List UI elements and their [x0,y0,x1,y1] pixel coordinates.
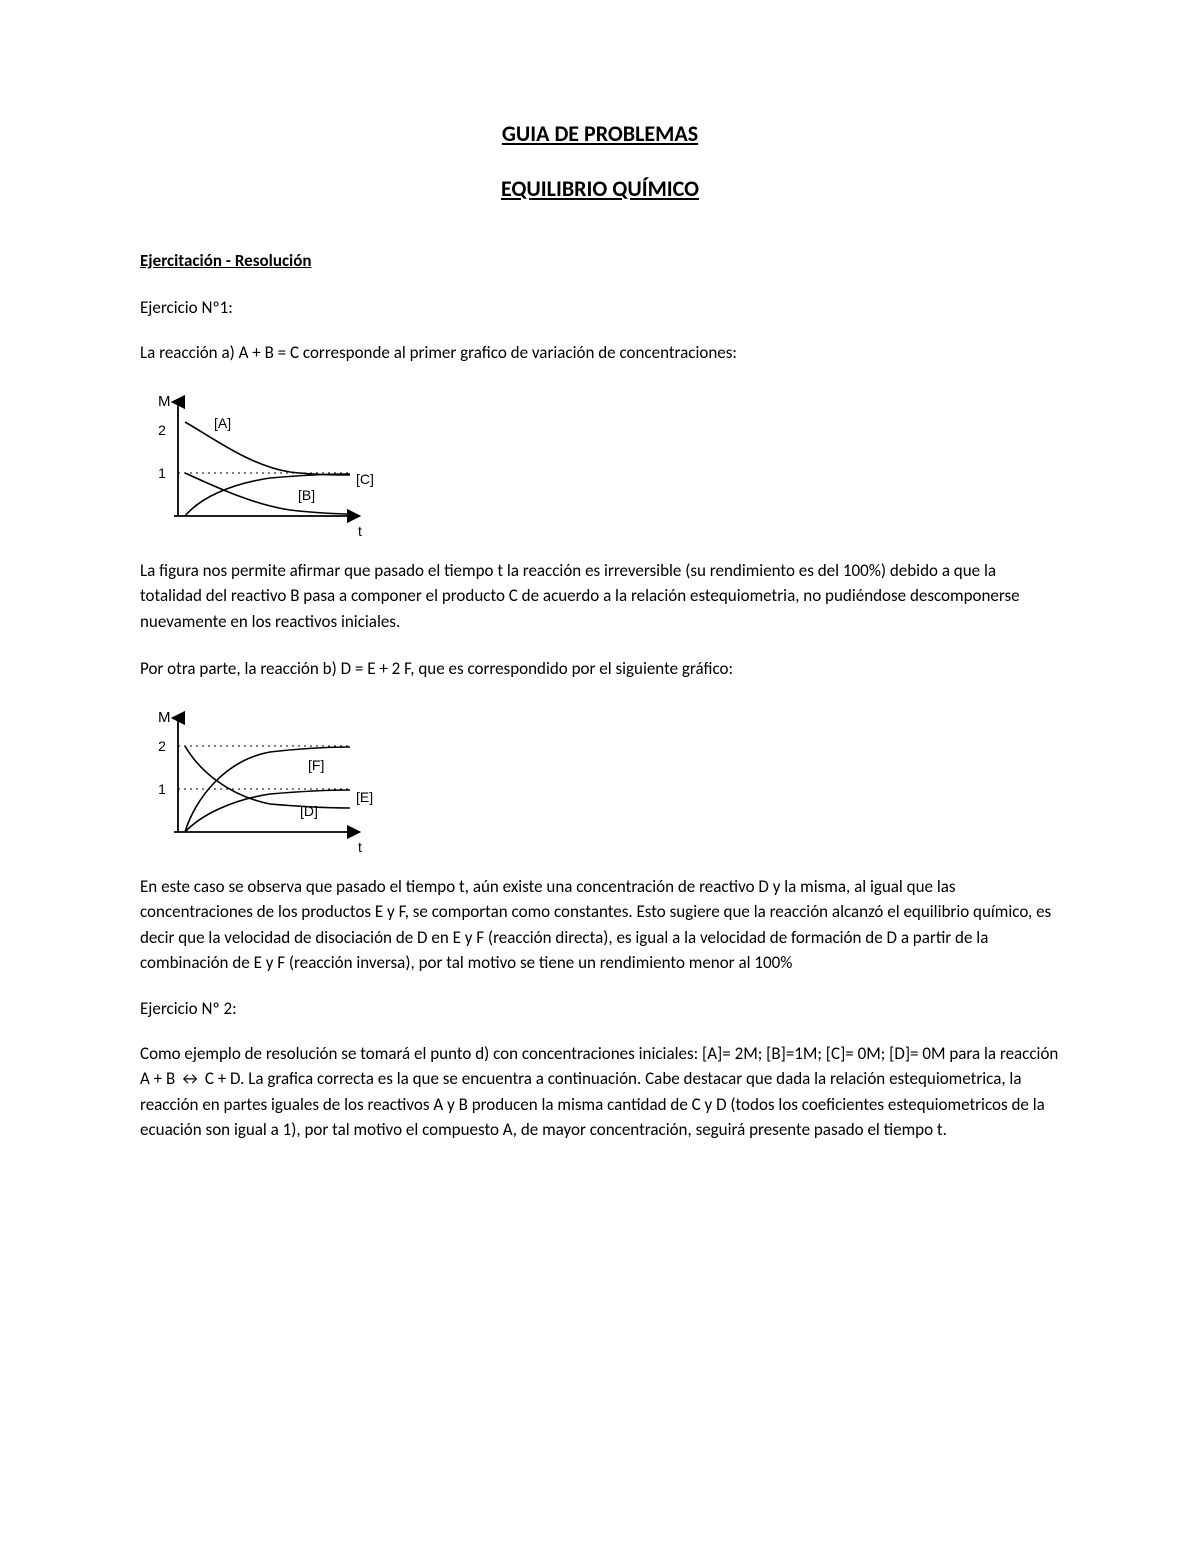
document-page: GUIA DE PROBLEMAS EQUILIBRIO QUÍMICO Eje… [0,0,1200,1553]
exercise-1-label: Ejercicio Nº1: [140,297,1060,318]
svg-text:t: t [358,523,362,538]
svg-text:1: 1 [158,465,166,481]
svg-text:[C]: [C] [356,471,374,487]
svg-text:2: 2 [158,422,166,438]
paragraph-5: Como ejemplo de resolución se tomará el … [140,1041,1060,1143]
chart-1-container: [A] [B] [C] 1 2 Mt [140,388,1060,538]
svg-text:M: M [158,393,171,410]
paragraph-2: La figura nos permite afirmar que pasado… [140,558,1060,635]
svg-text:1: 1 [158,781,166,797]
svg-text:[D]: [D] [300,803,318,819]
title-main: GUIA DE PROBLEMAS [140,120,1060,147]
paragraph-1: La reacción a) A + B = C corresponde al … [140,340,1060,366]
svg-text:[A]: [A] [214,415,231,431]
svg-text:[E]: [E] [356,789,373,805]
concentration-chart-2: [F] [E] [D] 1 2 Mt [140,704,400,854]
exercise-2-label: Ejercicio Nº 2: [140,998,1060,1019]
paragraph-3: Por otra parte, la reacción b) D = E + 2… [140,656,1060,682]
paragraph-4: En este caso se observa que pasado el ti… [140,874,1060,976]
svg-text:[F]: [F] [308,757,324,773]
svg-text:t: t [358,839,362,854]
section-heading: Ejercitación - Resolución [140,250,1060,271]
title-sub: EQUILIBRIO QUÍMICO [140,175,1060,202]
chart-2-container: [F] [E] [D] 1 2 Mt [140,704,1060,854]
svg-text:[B]: [B] [298,487,315,503]
svg-text:2: 2 [158,738,166,754]
svg-text:M: M [158,709,171,726]
concentration-chart-1: [A] [B] [C] 1 2 Mt [140,388,400,538]
